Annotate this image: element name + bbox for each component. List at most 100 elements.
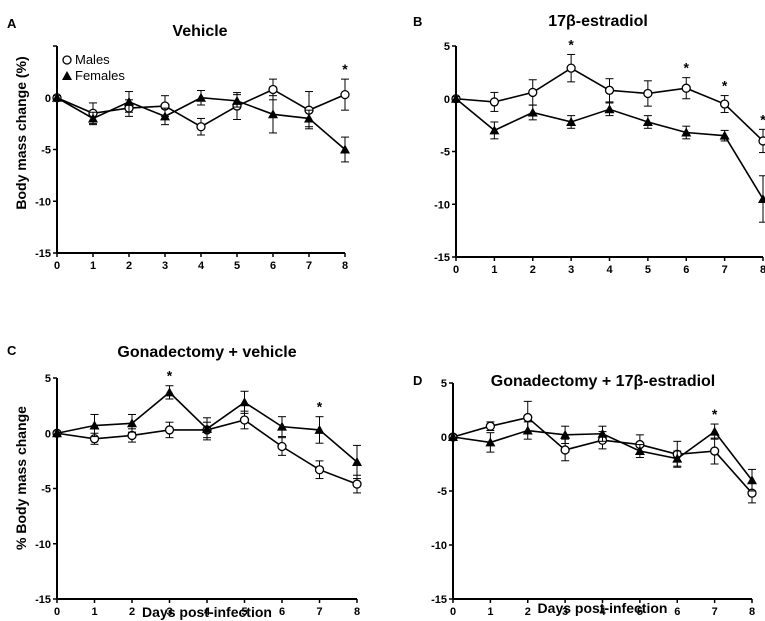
data-point (489, 97, 500, 107)
data-point (523, 412, 533, 423)
data-point (604, 85, 615, 95)
y-tick-label: -15 (35, 594, 51, 606)
data-point (314, 465, 325, 475)
x-tick-label: 4 (599, 606, 606, 618)
data-point (88, 113, 98, 123)
y-axis-title: % Body mass change (13, 406, 29, 550)
data-point (672, 453, 683, 463)
data-point (127, 430, 137, 441)
series-females (448, 421, 757, 492)
data-point (164, 387, 175, 397)
x-tick-label: 7 (306, 260, 312, 272)
x-tick-label: 1 (90, 260, 96, 272)
y-tick-label: -5 (440, 147, 450, 159)
x-tick-label: 4 (204, 606, 211, 618)
series-males (52, 78, 350, 136)
data-point (560, 429, 571, 439)
y-tick-label: -10 (431, 540, 447, 552)
data-point (340, 144, 350, 154)
x-tick-label: 1 (487, 606, 493, 618)
data-point (489, 125, 500, 135)
legend-marker-circle (62, 55, 72, 65)
y-tick-label: 5 (444, 41, 450, 53)
x-tick-label: 2 (129, 606, 135, 618)
data-point (352, 456, 362, 466)
data-point (239, 415, 250, 425)
data-point (566, 116, 577, 126)
panel-letter: D (413, 373, 422, 388)
panel-letter: B (413, 14, 422, 29)
x-tick-label: 5 (241, 606, 247, 618)
data-point (232, 95, 242, 105)
x-axis-title: Days post-infection (538, 600, 668, 616)
x-axis-title: Days post-infection (142, 604, 272, 620)
data-point (196, 122, 206, 132)
significance-marker: * (568, 36, 574, 52)
y-tick-label: 0 (444, 94, 450, 106)
data-point (643, 88, 653, 99)
significance-marker: * (760, 111, 765, 127)
x-tick-label: 8 (342, 260, 348, 272)
chart-title: Gonadectomy + 17β-estradiol (491, 373, 716, 390)
data-point (277, 421, 287, 431)
x-tick-label: 6 (683, 264, 689, 276)
x-tick-label: 0 (54, 260, 60, 272)
data-point (528, 87, 538, 98)
data-point (124, 96, 134, 106)
data-point (709, 446, 720, 456)
data-point (604, 104, 615, 114)
data-point (522, 425, 533, 435)
data-point (352, 479, 362, 489)
data-point (196, 92, 206, 102)
data-point (52, 428, 62, 438)
data-point (268, 84, 278, 95)
data-point (527, 107, 538, 117)
significance-marker: * (722, 78, 728, 94)
x-tick-label: 0 (450, 606, 456, 618)
x-tick-label: 1 (91, 606, 97, 618)
significance-marker: * (712, 406, 718, 422)
data-point (747, 475, 757, 485)
y-tick-label: -5 (41, 484, 51, 496)
data-point (268, 109, 278, 119)
chart-title: 17β-estradiol (548, 13, 648, 30)
series-males (451, 53, 765, 154)
y-tick-label: -15 (434, 252, 450, 264)
data-point (277, 441, 287, 452)
y-tick-label: -10 (434, 199, 450, 211)
x-tick-label: 6 (279, 606, 285, 618)
x-tick-label: 5 (645, 264, 651, 276)
y-tick-label: -15 (35, 248, 51, 260)
data-point (709, 426, 720, 436)
x-tick-label: 6 (674, 606, 680, 618)
y-tick-label: 0 (441, 432, 447, 444)
x-tick-label: 2 (530, 264, 536, 276)
data-point (340, 89, 350, 100)
data-point (719, 99, 730, 109)
significance-marker: * (167, 368, 173, 384)
data-point (758, 193, 765, 203)
y-axis-title: Body mass change (%) (13, 56, 29, 209)
y-tick-label: -15 (431, 594, 447, 606)
legend-label: Females (75, 68, 125, 83)
x-tick-label: 1 (491, 264, 497, 276)
x-tick-label: 8 (354, 606, 360, 618)
series-females (451, 93, 765, 223)
x-tick-label: 8 (749, 606, 755, 618)
x-tick-label: 0 (453, 264, 459, 276)
chart-title: Vehicle (172, 23, 227, 40)
series-females (52, 385, 362, 480)
y-tick-label: -5 (437, 486, 447, 498)
data-point (634, 446, 645, 456)
x-tick-label: 3 (562, 606, 568, 618)
data-point (560, 445, 570, 455)
data-point (642, 116, 653, 126)
significance-marker: * (684, 60, 690, 76)
data-point (89, 420, 100, 430)
series-females (52, 90, 350, 163)
